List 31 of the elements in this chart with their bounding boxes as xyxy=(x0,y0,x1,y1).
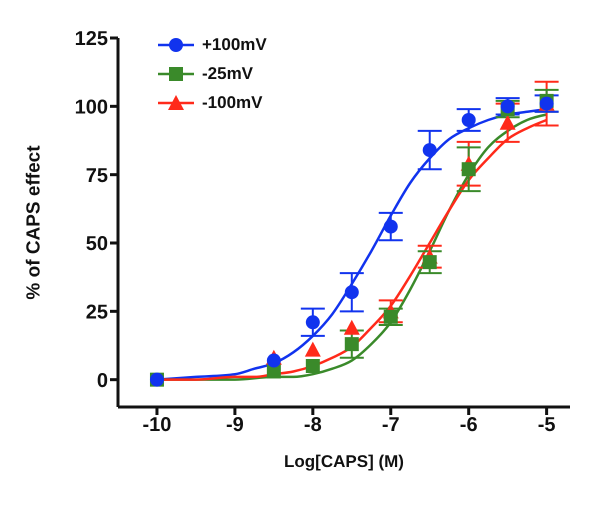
legend-label: +100mV xyxy=(202,34,267,56)
point xyxy=(306,315,320,330)
point xyxy=(462,113,476,127)
point xyxy=(384,310,398,324)
legend-label: -100mV xyxy=(202,92,262,114)
point xyxy=(462,162,476,176)
point xyxy=(306,359,320,373)
point xyxy=(384,220,398,234)
point xyxy=(344,285,359,300)
y-tick-label: 50 xyxy=(86,233,108,256)
y-tick-label: 0 xyxy=(96,370,108,392)
point xyxy=(304,342,321,357)
y-tick-label: 125 xyxy=(74,28,108,50)
point xyxy=(500,99,515,114)
x-tick-label: -10 xyxy=(142,414,172,436)
point xyxy=(500,114,516,130)
y-axis-title: % of CAPS effect xyxy=(24,144,45,300)
y-tick-label: 100 xyxy=(74,96,108,118)
x-tick-label: -9 xyxy=(226,414,244,436)
x-tick-label: -7 xyxy=(382,414,400,436)
y-tick-label: 75 xyxy=(86,164,108,187)
point xyxy=(422,143,437,158)
x-tick-label: -8 xyxy=(304,414,322,436)
point xyxy=(344,320,360,335)
x-tick-label: -6 xyxy=(460,414,478,436)
x-tick-label: -5 xyxy=(538,414,556,436)
point xyxy=(344,337,359,352)
legend-label: -25mV xyxy=(202,63,254,85)
x-axis-title: Log[CAPS] (M) xyxy=(284,452,404,471)
point xyxy=(422,255,437,270)
y-tick-label: 25 xyxy=(86,301,108,324)
